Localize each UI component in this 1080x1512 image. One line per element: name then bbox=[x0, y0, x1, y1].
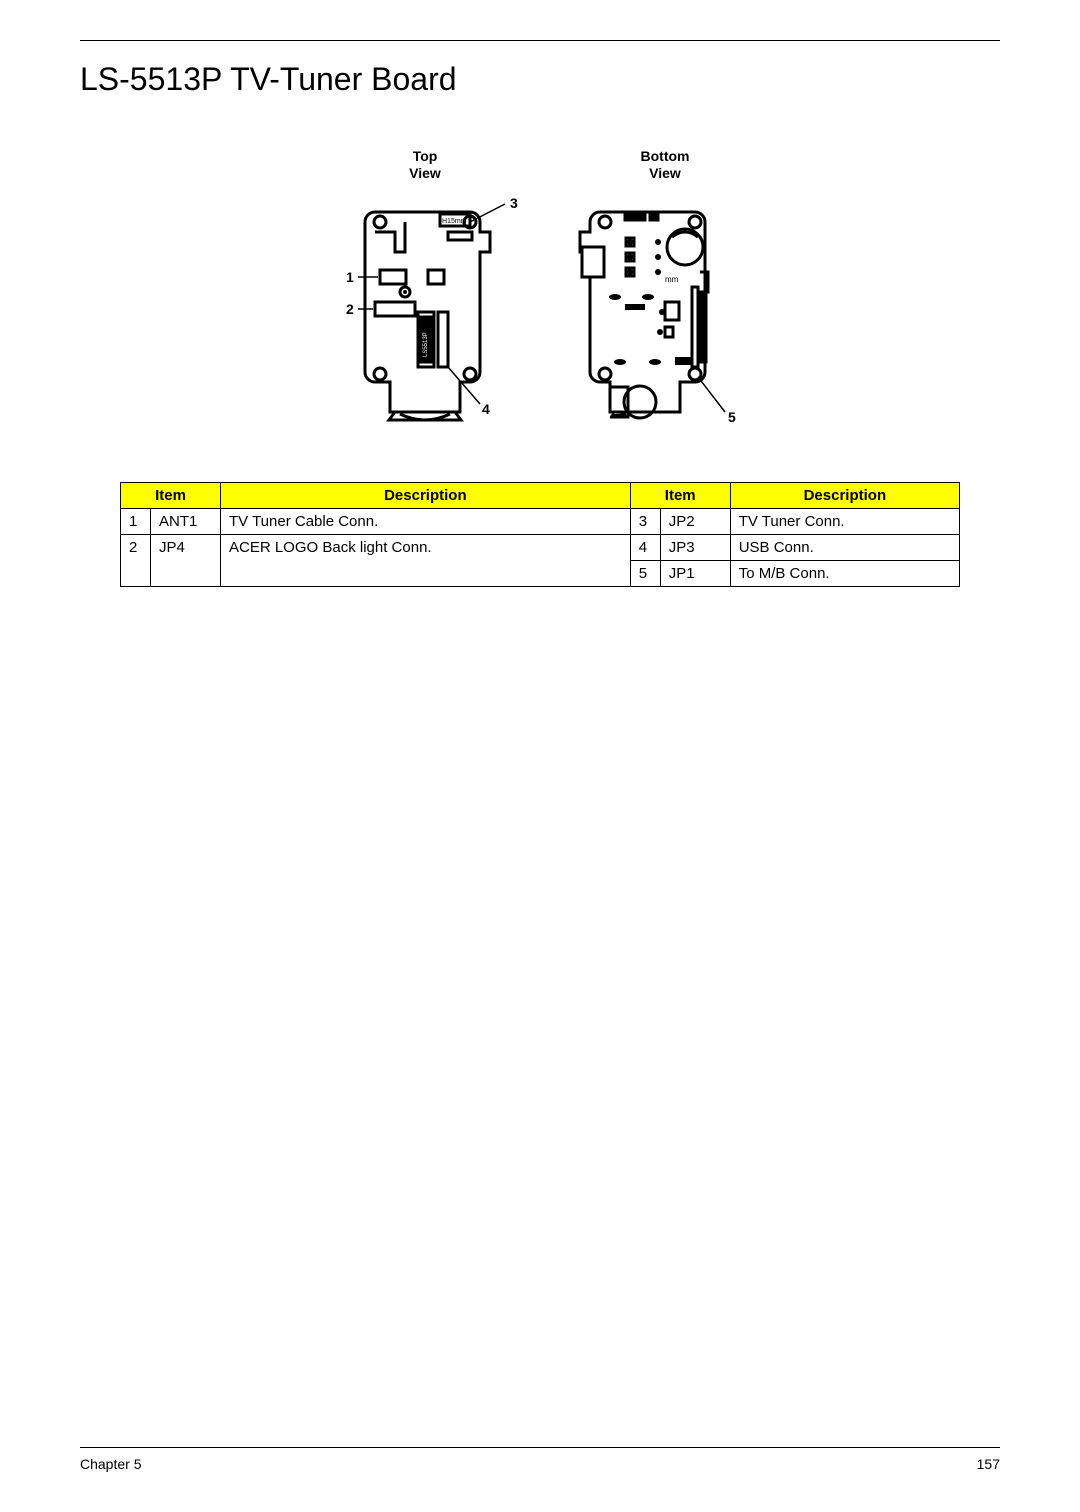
connector-table: Item Description Item Description 1 ANT1… bbox=[120, 482, 960, 587]
bottom-view-label-line1: Bottom bbox=[641, 148, 690, 164]
cell-num: 4 bbox=[630, 534, 660, 560]
top-view-column: Top View H15mm bbox=[320, 148, 530, 442]
table-header-item-left: Item bbox=[121, 482, 221, 508]
svg-text:H15mm: H15mm bbox=[442, 218, 467, 225]
cell-desc: To M/B Conn. bbox=[730, 560, 959, 586]
cell-item: JP2 bbox=[660, 508, 730, 534]
bottom-view-diagram: mm bbox=[570, 192, 760, 442]
top-rule bbox=[80, 40, 1000, 41]
top-view-diagram: H15mm LS5513P bbox=[320, 192, 530, 442]
cell-item: ANT1 bbox=[151, 508, 221, 534]
cell-item: JP4 bbox=[151, 534, 221, 586]
bottom-view-label: Bottom View bbox=[570, 148, 760, 182]
svg-text:LS5513P: LS5513P bbox=[423, 332, 429, 357]
cell-num: 3 bbox=[630, 508, 660, 534]
callout-1: 1 bbox=[346, 269, 354, 285]
top-view-label-line1: Top bbox=[413, 148, 438, 164]
cell-desc: TV Tuner Cable Conn. bbox=[221, 508, 631, 534]
top-view-label: Top View bbox=[320, 148, 530, 182]
table-header-desc-right: Description bbox=[730, 482, 959, 508]
bottom-view-label-line2: View bbox=[649, 165, 681, 181]
page-footer: Chapter 5 157 bbox=[80, 1447, 1000, 1472]
bottom-view-column: Bottom View bbox=[570, 148, 760, 442]
callout-5: 5 bbox=[728, 409, 736, 425]
table-row: 2 JP4 ACER LOGO Back light Conn. 4 JP3 U… bbox=[121, 534, 960, 560]
cell-num: 2 bbox=[121, 534, 151, 586]
cell-desc: TV Tuner Conn. bbox=[730, 508, 959, 534]
cell-num: 1 bbox=[121, 508, 151, 534]
footer-page: 157 bbox=[977, 1456, 1000, 1472]
cell-item: JP3 bbox=[660, 534, 730, 560]
footer-chapter: Chapter 5 bbox=[80, 1456, 141, 1472]
cell-num: 5 bbox=[630, 560, 660, 586]
cell-desc: ACER LOGO Back light Conn. bbox=[221, 534, 631, 586]
callout-2: 2 bbox=[346, 301, 354, 317]
table-header-item-right: Item bbox=[630, 482, 730, 508]
table-header-desc-left: Description bbox=[221, 482, 631, 508]
page-title: LS-5513P TV-Tuner Board bbox=[80, 61, 1000, 98]
top-view-label-line2: View bbox=[409, 165, 441, 181]
svg-text:mm: mm bbox=[665, 275, 679, 284]
cell-desc: USB Conn. bbox=[730, 534, 959, 560]
callout-3: 3 bbox=[510, 195, 518, 211]
table-row: 1 ANT1 TV Tuner Cable Conn. 3 JP2 TV Tun… bbox=[121, 508, 960, 534]
cell-item: JP1 bbox=[660, 560, 730, 586]
callout-4: 4 bbox=[482, 401, 490, 417]
board-views: Top View H15mm bbox=[80, 148, 1000, 442]
